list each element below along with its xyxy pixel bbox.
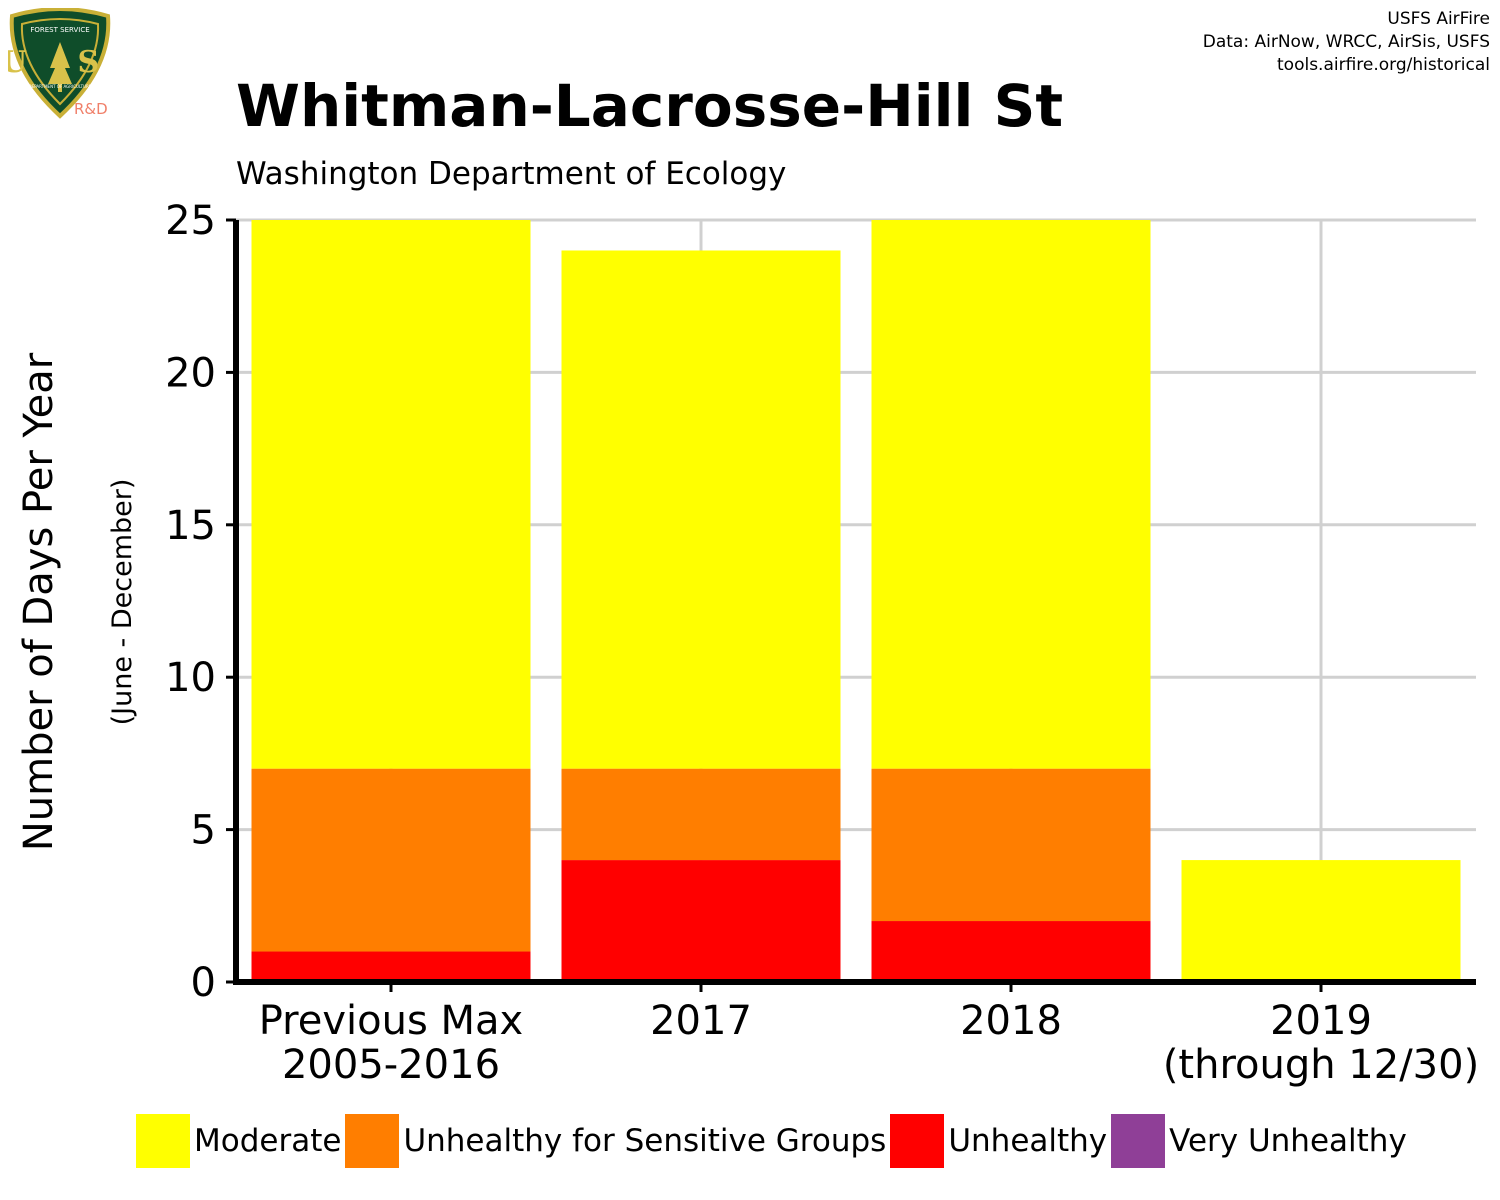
y-axis-label: Number of Days Per Year <box>16 352 62 851</box>
legend-item-unhealthy: Unhealthy <box>890 1114 1107 1168</box>
x-tick-label: 2017 <box>650 998 752 1044</box>
bar-segment <box>251 951 531 982</box>
legend-swatch <box>1111 1114 1166 1168</box>
bar-segment <box>251 768 531 952</box>
legend-label: Moderate <box>194 1123 342 1159</box>
x-tick-label-line: (through 12/30) <box>1163 1042 1479 1088</box>
y-tick-label: 15 <box>165 503 216 549</box>
legend-label: Unhealthy <box>948 1123 1108 1159</box>
chart-title: Whitman-Lacrosse-Hill St <box>236 72 1064 140</box>
bar-segment <box>871 921 1151 982</box>
chart-subtitle: Washington Department of Ecology <box>236 156 787 192</box>
logo-text-mid: U S <box>8 45 112 80</box>
legend: Moderate Unhealthy for Sensitive Groups … <box>136 1114 1411 1168</box>
bar-segments <box>251 220 1461 982</box>
y-tick-label: 5 <box>191 808 216 854</box>
legend-swatch <box>890 1114 945 1168</box>
legend-swatch <box>136 1114 190 1168</box>
y-tick-label: 20 <box>165 350 216 396</box>
x-tick-labels: Previous Max 2005-2016 2017 2018 2019 (throug… <box>259 998 1479 1088</box>
bar-segment <box>871 220 1151 769</box>
bar-segment <box>1181 860 1461 982</box>
bar-segment <box>561 250 841 769</box>
bar-segment <box>561 768 841 861</box>
logo-text-top: FOREST SERVICE <box>30 26 89 34</box>
x-tick-label: 2019 (through 12/30) <box>1163 998 1479 1088</box>
credit-line: tools.airfire.org/historical <box>1277 55 1490 75</box>
x-tick-label-line: 2005-2016 <box>282 1042 500 1088</box>
y-tick-label: 0 <box>191 960 216 1006</box>
x-tick-label: 2018 <box>960 998 1062 1044</box>
bar-segment <box>251 220 531 769</box>
bar-segment <box>561 860 841 982</box>
y-axis-sublabel: (June - December) <box>107 479 138 726</box>
logo-text-bottom: DEPARTMENT OF AGRICULTURE <box>29 84 92 89</box>
legend-item-very-unhealthy: Very Unhealthy <box>1111 1114 1407 1168</box>
bar-segment <box>871 768 1151 922</box>
y-tick-labels: 0 5 10 15 20 25 <box>165 198 216 1006</box>
credit-line: USFS AirFire <box>1387 9 1490 29</box>
x-tick-label: Previous Max 2005-2016 <box>259 998 523 1088</box>
x-tick-label-line: 2017 <box>650 998 752 1044</box>
usfs-logo: FOREST SERVICE U S DEPARTMENT OF AGRICUL… <box>1 7 112 120</box>
legend-label: Unhealthy for Sensitive Groups <box>403 1123 887 1159</box>
legend-label: Very Unhealthy <box>1169 1123 1407 1159</box>
data-credits: USFS AirFire Data: AirNow, WRCC, AirSis,… <box>1203 8 1490 77</box>
legend-swatch <box>345 1114 400 1168</box>
legend-item-usg: Unhealthy for Sensitive Groups <box>345 1114 886 1168</box>
x-tick-label-line: 2019 <box>1270 998 1372 1044</box>
usfs-shield-logo-icon: FOREST SERVICE U S DEPARTMENT OF AGRICUL… <box>1 7 112 119</box>
y-tick-label: 25 <box>165 198 216 244</box>
axes <box>226 218 1476 992</box>
legend-item-moderate: Moderate <box>136 1114 341 1168</box>
credit-line: Data: AirNow, WRCC, AirSis, USFS <box>1202 32 1490 52</box>
x-tick-label-line: Previous Max <box>259 998 523 1044</box>
x-tick-label-line: 2018 <box>960 998 1062 1044</box>
y-tick-label: 10 <box>165 655 216 701</box>
logo-rd-tag: R&D <box>74 100 108 118</box>
